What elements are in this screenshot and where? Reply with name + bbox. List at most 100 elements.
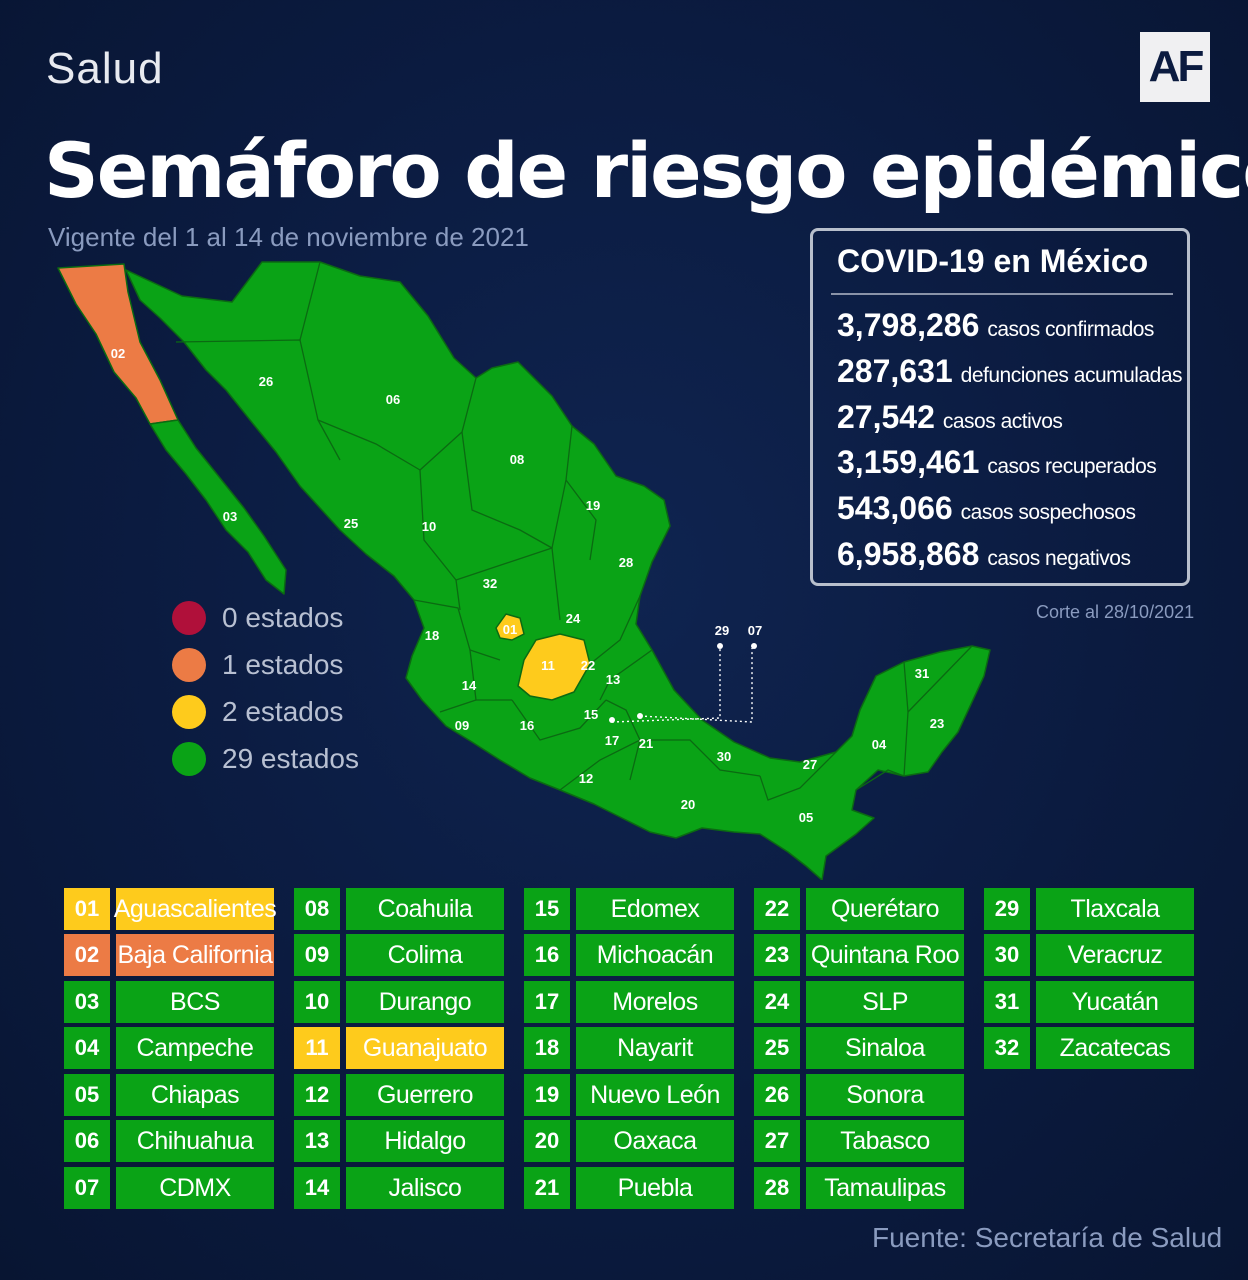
af-logo: AF [1140,32,1210,102]
state-name: Colima [346,934,504,976]
state-number: 14 [294,1167,340,1209]
state-row: 01 Aguascalientes [64,888,277,930]
map-label-31: 31 [915,666,929,681]
state-name: Tabasco [806,1120,964,1162]
map-label-24: 24 [566,611,581,626]
map-label-21: 21 [639,736,653,751]
state-row: 06 Chihuahua [64,1120,274,1162]
stat-deaths: 287,631 defunciones acumuladas [837,353,1183,390]
state-number: 30 [984,934,1030,976]
legend-label: 1 estados [222,649,344,680]
state-row: 29 Tlaxcala [984,888,1194,930]
state-row: 09 Colima [294,934,504,976]
map-label-10: 10 [422,519,436,534]
state-row: 11 Guanajuato [294,1027,504,1069]
state-name: Querétaro [806,888,964,930]
map-label-04: 04 [872,737,887,752]
state-name: Oaxaca [576,1120,734,1162]
state-row: 08 Coahuila [294,888,504,930]
map-label-11: 11 [541,658,555,673]
map-label-01: 01 [503,622,517,637]
state-name: Nuevo León [576,1074,734,1116]
legend-item-green: 29 estados [172,741,359,777]
covid-stats-box: COVID-19 en México 3,798,286 casos confir… [810,228,1190,586]
state-shape-03 [149,419,287,595]
legend-item-orange: 1 estados [172,647,343,683]
map-label-14: 14 [462,678,477,693]
map-label-25: 25 [344,516,358,531]
page-title: Semáforo de riesgo epidémico [44,126,1248,215]
state-row: 24 SLP [754,981,964,1023]
state-row: 13 Hidalgo [294,1120,504,1162]
state-number: 24 [754,981,800,1023]
state-row: 27 Tabasco [754,1120,964,1162]
section-label: Salud [46,44,164,93]
stat-recovered: 3,159,461 casos recuperados [837,444,1157,481]
mexico-map: 01 02 03 04 05 06 07 08 09 10 11 12 13 1… [57,261,991,880]
state-name: Jalisco [346,1167,504,1209]
state-name: Michoacán [576,934,734,976]
state-name: Quintana Roo [806,934,964,976]
map-label-09: 09 [455,718,469,733]
state-row: 07 CDMX [64,1167,274,1209]
validity-period: Vigente del 1 al 14 de noviembre de 2021 [48,222,529,252]
state-row: 23 Quintana Roo [754,934,964,976]
state-number: 06 [64,1120,110,1162]
state-name: BCS [116,981,274,1023]
state-number: 13 [294,1120,340,1162]
map-label-28: 28 [619,555,633,570]
data-cutoff-date: Corte al 28/10/2021 [1036,602,1195,622]
state-name: Nayarit [576,1027,734,1069]
map-label-18: 18 [425,628,439,643]
state-number: 32 [984,1027,1030,1069]
stat-value: 3,159,461 [837,444,980,480]
stat-value: 287,631 [837,353,953,389]
map-label-13: 13 [606,672,620,687]
state-row: 03 BCS [64,981,274,1023]
state-number: 09 [294,934,340,976]
map-label-15: 15 [584,707,598,722]
state-name: Aguascalientes [114,888,277,930]
state-number: 07 [64,1167,110,1209]
state-name: CDMX [116,1167,274,1209]
callout-dot-29 [717,643,723,649]
state-number: 16 [524,934,570,976]
legend-dot [172,648,206,682]
state-number: 02 [64,934,110,976]
map-label-19: 19 [586,498,600,513]
stat-label: defunciones acumuladas [960,364,1183,387]
state-name: Coahuila [346,888,504,930]
state-row: 19 Nuevo León [524,1074,734,1116]
map-label-12: 12 [579,771,593,786]
legend-label: 2 estados [222,696,344,727]
map-label-30: 30 [717,749,731,764]
stat-value: 6,958,868 [837,536,980,572]
state-name: Tlaxcala [1036,888,1194,930]
map-label-06: 06 [386,392,400,407]
map-label-02: 02 [111,346,125,361]
map-label-17: 17 [605,733,619,748]
state-number: 05 [64,1074,110,1116]
callout-dot-07 [751,643,757,649]
state-row: 14 Jalisco [294,1167,504,1209]
map-label-07: 07 [748,623,762,638]
state-row: 16 Michoacán [524,934,734,976]
state-number: 18 [524,1027,570,1069]
state-row: 05 Chiapas [64,1074,274,1116]
map-label-03: 03 [223,509,237,524]
stat-label: casos confirmados [987,318,1154,341]
state-number: 17 [524,981,570,1023]
map-label-05: 05 [799,810,813,825]
state-name: Durango [346,981,504,1023]
stat-label: casos sospechosos [960,501,1136,524]
state-row: 26 Sonora [754,1074,964,1116]
state-name: Yucatán [1036,981,1194,1023]
stat-negative: 6,958,868 casos negativos [837,536,1131,573]
state-row: 02 Baja California [64,934,274,976]
state-number: 28 [754,1167,800,1209]
stat-suspected: 543,066 casos sospechosos [837,490,1136,527]
state-name: Zacatecas [1036,1027,1194,1069]
state-name: Chihuahua [116,1120,274,1162]
state-number: 29 [984,888,1030,930]
state-row: 25 Sinaloa [754,1027,964,1069]
